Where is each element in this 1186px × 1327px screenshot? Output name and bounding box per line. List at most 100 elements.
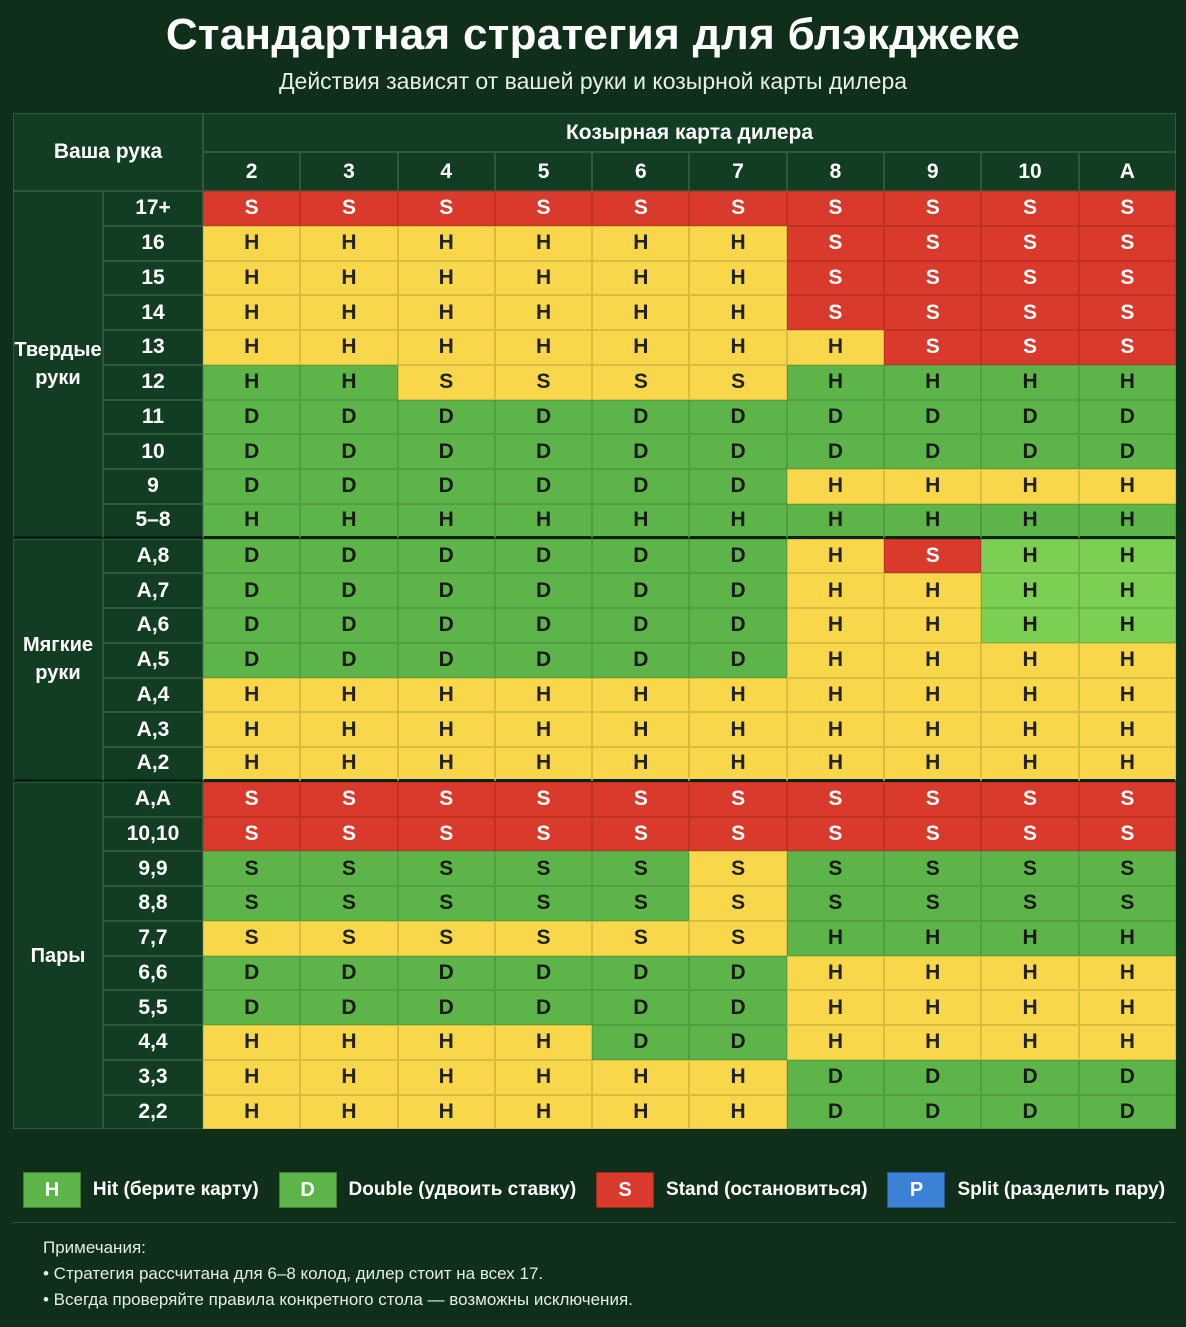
action-cell: S (689, 191, 787, 226)
action-cell: D (981, 434, 1079, 469)
legend-item: H Hit (берите карту) (22, 1172, 259, 1208)
action-cell: H (203, 1094, 301, 1130)
group-label: Мягкие руки (13, 538, 103, 782)
action-cell: H (397, 712, 495, 747)
action-cell: S (689, 816, 787, 852)
action-cell: H (203, 503, 301, 539)
action-cell: H (397, 503, 495, 539)
action-cell: H (494, 260, 593, 296)
action-cell: D (689, 434, 787, 469)
row-label: 15 (103, 260, 203, 296)
action-cell: S (592, 816, 690, 852)
action-cell: D (203, 538, 301, 574)
action-cell: H (397, 1094, 495, 1130)
action-cell: S (786, 260, 885, 296)
action-cell: H (689, 1094, 787, 1130)
row-label: 2,2 (103, 1094, 203, 1130)
action-cell: S (203, 816, 301, 852)
strategy-table: Ваша рука Козырная карта дилера 2 3 4 5 6 7 8 9 10… (13, 113, 1176, 1130)
action-cell: D (300, 469, 398, 504)
action-cell: S (397, 816, 495, 852)
action-cell: D (592, 434, 690, 469)
action-cell: H (203, 747, 301, 782)
legend-label: Double (удвоить ставку) (348, 1179, 577, 1200)
action-cell: D (689, 469, 787, 504)
action-cell: D (397, 469, 495, 504)
row-label: 12 (103, 364, 203, 400)
action-cell: H (397, 330, 495, 365)
action-cell: S (981, 886, 1079, 921)
action-cell: H (592, 677, 690, 713)
action-cell: H (981, 469, 1079, 504)
action-cell: H (494, 330, 593, 365)
action-cell: H (203, 260, 301, 296)
row-label: A,8 (103, 538, 203, 574)
action-cell: S (300, 816, 398, 852)
action-cell: H (300, 747, 398, 782)
row-label: A,2 (103, 747, 203, 782)
action-cell: D (689, 573, 787, 608)
action-cell: H (397, 295, 495, 330)
row-label: 10 (103, 434, 203, 469)
action-cell: D (689, 1025, 787, 1060)
dealer-card-7: 7 (689, 152, 787, 191)
action-cell: S (1078, 816, 1176, 852)
action-cell: S (494, 886, 593, 921)
action-cell: S (689, 364, 787, 400)
row-label: 5–8 (103, 503, 203, 539)
action-cell: H (884, 503, 982, 539)
action-cell: S (300, 886, 398, 921)
action-cell: S (1078, 330, 1176, 365)
action-cell: D (981, 1094, 1079, 1130)
action-cell: H (397, 1059, 495, 1095)
action-cell: H (884, 990, 982, 1025)
row-label: 17+ (103, 191, 203, 226)
dealer-card-9: 9 (884, 152, 982, 191)
row-label: 3,3 (103, 1059, 203, 1095)
action-cell: S (397, 364, 495, 400)
action-cell: H (494, 225, 593, 261)
action-cell: S (494, 781, 593, 817)
action-cell: H (786, 538, 885, 574)
row-label: 5,5 (103, 990, 203, 1025)
dealer-card-6: 6 (592, 152, 690, 191)
action-cell: D (494, 642, 593, 678)
action-cell: D (786, 399, 885, 435)
your-hand-header: Ваша рука (13, 113, 203, 191)
action-cell: H (592, 330, 690, 365)
action-cell: H (884, 677, 982, 713)
action-cell: H (300, 295, 398, 330)
action-cell: H (1078, 1025, 1176, 1060)
action-cell: D (494, 538, 593, 574)
action-cell: H (1078, 642, 1176, 678)
action-cell: D (689, 642, 787, 678)
action-cell: S (494, 364, 593, 400)
action-cell: H (203, 364, 301, 400)
action-cell: D (300, 434, 398, 469)
action-cell: D (494, 399, 593, 435)
action-cell: D (494, 955, 593, 991)
row-label: A,7 (103, 573, 203, 608)
action-cell: H (300, 503, 398, 539)
row-label: 11 (103, 399, 203, 435)
action-cell: H (981, 990, 1079, 1025)
action-cell: S (981, 260, 1079, 296)
action-cell: D (592, 538, 690, 574)
action-cell: D (592, 608, 690, 643)
row-label: A,A (103, 781, 203, 817)
action-cell: D (300, 573, 398, 608)
action-cell: D (1078, 1094, 1176, 1130)
action-cell: H (981, 920, 1079, 956)
action-cell: D (689, 608, 787, 643)
page-title: Стандартная стратегия для блэкджеке (165, 10, 1021, 59)
action-cell: S (884, 886, 982, 921)
action-cell: H (300, 225, 398, 261)
action-cell: H (981, 573, 1079, 608)
action-cell: H (1078, 573, 1176, 608)
action-cell: H (397, 260, 495, 296)
action-cell: S (592, 191, 690, 226)
action-cell: H (300, 260, 398, 296)
action-cell: H (689, 1059, 787, 1095)
action-cell: S (981, 191, 1079, 226)
action-cell: H (786, 608, 885, 643)
